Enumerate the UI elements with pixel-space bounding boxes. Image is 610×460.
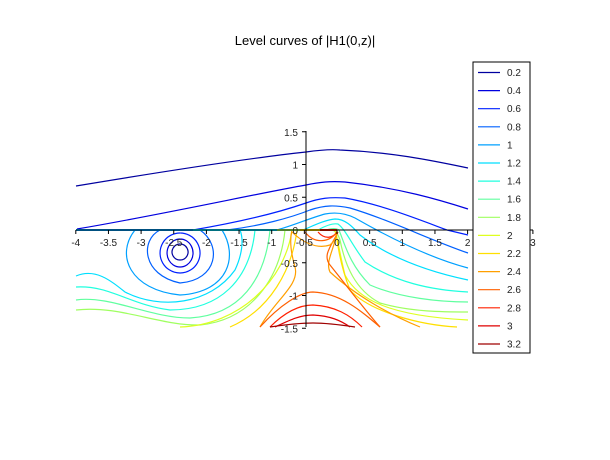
- x-tick-label: -1: [267, 238, 276, 249]
- contour-level-2.2: [229, 229, 298, 328]
- contour-level-0.4: [166, 238, 194, 268]
- legend-label: 1.4: [507, 177, 521, 188]
- axes: -4 -3.5 -3 -2.5 -2 -1.5 -1 -0.5 0 0.5 1 1.5 2 31.510.…: [71, 128, 536, 336]
- legend: 0.2 0.4 0.6 0.8 1 1.2 1.4 1.6 1.8 2 2.2 2.4 2.6 2.8 3 3…: [472, 61, 531, 354]
- x-tick-label: -2: [202, 238, 211, 249]
- legend-label: 0.6: [507, 104, 521, 115]
- legend-label: 3.2: [507, 340, 521, 351]
- contour-level-2: [179, 229, 293, 328]
- x-tick-label: -0.5: [296, 238, 314, 249]
- contour-level-2: [334, 230, 469, 321]
- contour-level-1.4: [317, 223, 469, 293]
- chart-title: Level curves of |H1(0,z)|: [234, 33, 376, 48]
- y-tick-label: 1: [292, 161, 298, 172]
- x-tick-label: -3.5: [100, 238, 118, 249]
- legend-label: 0.2: [507, 68, 521, 79]
- legend-label: 0.4: [507, 86, 521, 97]
- contour-level-3.2: [269, 322, 356, 328]
- contour-level-2.6: [304, 231, 338, 242]
- y-tick-label: -1.5: [281, 324, 299, 335]
- contour-level-0.4: [76, 181, 469, 230]
- x-tick-label: 1.5: [428, 238, 442, 249]
- x-tick-label: 1: [400, 238, 406, 249]
- x-tick-label: 0: [334, 238, 340, 249]
- x-tick-label: -4: [71, 238, 80, 249]
- y-tick-label: -1: [289, 292, 298, 303]
- y-tick-label: 0.5: [284, 193, 298, 204]
- y-tick-label: 0: [292, 226, 298, 237]
- contour-level-1.6: [325, 227, 469, 303]
- contour-level-2.4: [291, 231, 338, 247]
- contour-level-2.4: [327, 231, 421, 328]
- contour-level-2.8: [269, 304, 363, 328]
- x-tick-label: -2.5: [165, 238, 183, 249]
- legend-label: 0.8: [507, 122, 521, 133]
- contour-level-0.2: [75, 149, 469, 187]
- contour-level-0.2: [171, 243, 189, 261]
- contour-level-0.6: [159, 232, 201, 274]
- contour-level-1.2: [75, 229, 243, 303]
- legend-label: 2.2: [507, 249, 521, 260]
- x-tick-label: 3: [530, 238, 536, 249]
- y-tick-label: 1.5: [284, 128, 298, 139]
- y-tick-label: -0.5: [281, 259, 299, 270]
- legend-label: 1.8: [507, 213, 521, 224]
- contour-level-0.8: [226, 205, 469, 254]
- legend-label: 1.6: [507, 195, 521, 206]
- x-tick-label: 0.5: [363, 238, 377, 249]
- legend-box: [472, 61, 531, 354]
- contour-level-1: [125, 229, 230, 296]
- contour-level-0.6: [192, 197, 469, 236]
- contour-level-1.4: [75, 229, 256, 311]
- contour-level-1.6: [75, 229, 271, 319]
- legend-label: 1.2: [507, 159, 521, 170]
- legend-label: 2: [507, 231, 513, 242]
- contour-level-2.2: [335, 231, 458, 328]
- x-tick-label: 2: [465, 238, 471, 249]
- contour-level-2.6: [259, 291, 381, 328]
- contour-level-0.8: [146, 229, 215, 284]
- contour-level-3: [274, 314, 351, 328]
- x-tick-label: -1.5: [230, 238, 248, 249]
- legend-label: 3: [507, 321, 513, 332]
- legend-label: 2.6: [507, 285, 521, 296]
- legend-label: 2.4: [507, 267, 521, 278]
- x-tick-label: -3: [137, 238, 146, 249]
- contour-level-2.4: [259, 229, 297, 328]
- contour-lines: [75, 149, 469, 328]
- contour-level-1.2: [302, 218, 469, 281]
- legend-label: 2.8: [507, 303, 521, 314]
- legend-label: 1: [507, 140, 513, 151]
